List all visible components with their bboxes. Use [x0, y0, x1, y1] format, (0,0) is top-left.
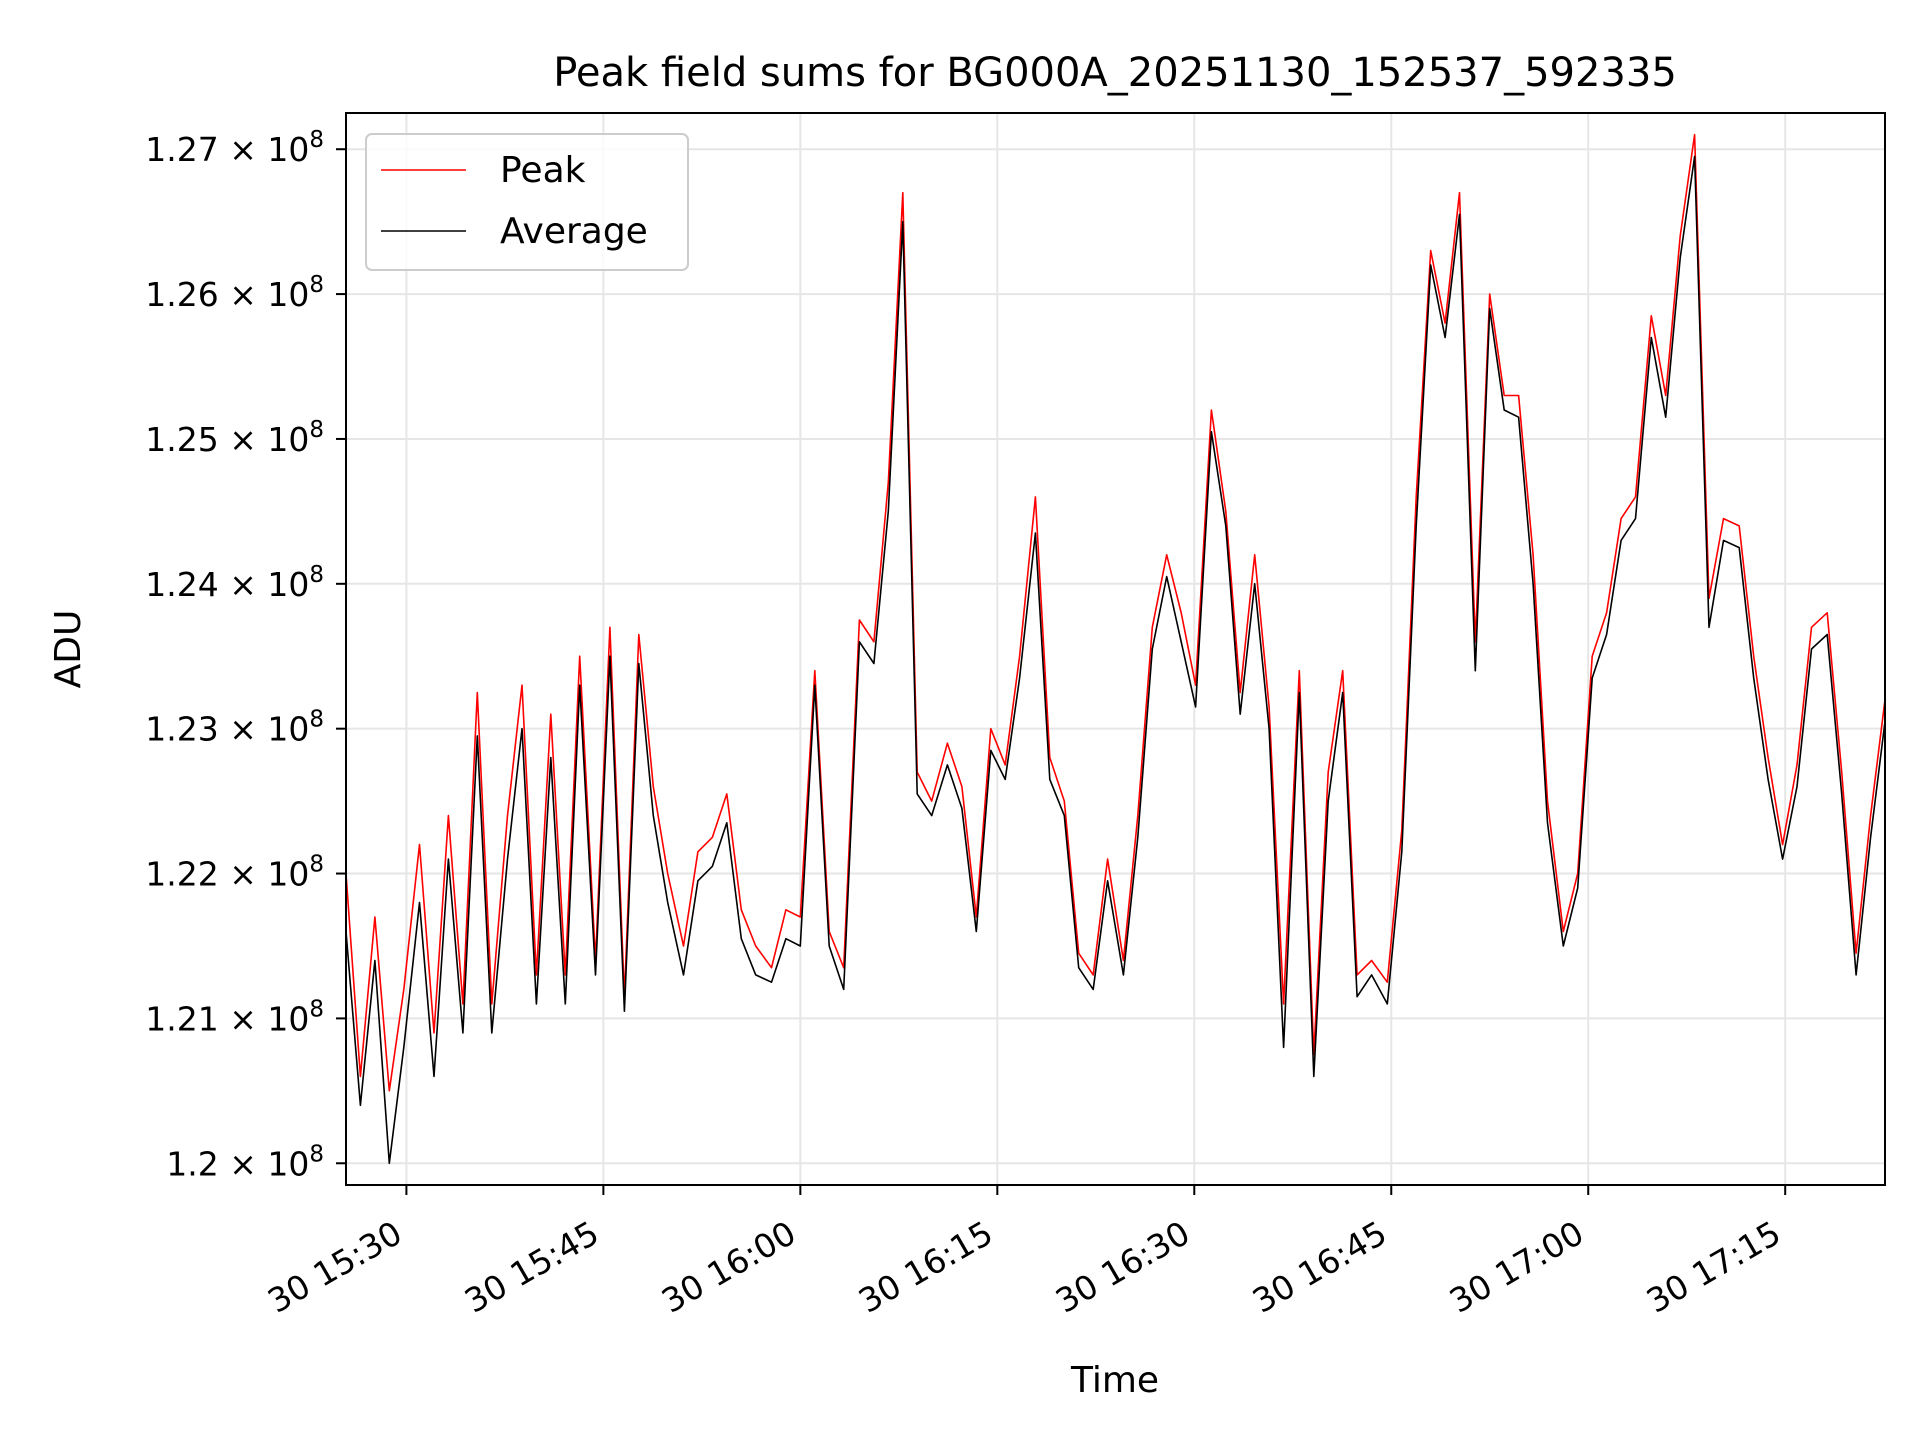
- y-tick-exponent: 8: [309, 272, 324, 298]
- y-tick-times: ×: [219, 130, 257, 169]
- y-tick-times: ×: [219, 999, 257, 1038]
- y-tick-times: ×: [219, 275, 257, 314]
- series-line-average: [346, 155, 1885, 1165]
- y-tick-exponent: 8: [309, 852, 324, 878]
- x-axis-label: Time: [1070, 1360, 1159, 1401]
- y-tick-times: ×: [219, 710, 257, 749]
- series-layer: [346, 133, 1885, 1165]
- y-tick-label: 1.27 × 108: [145, 127, 324, 169]
- y-tick-exponent: 8: [309, 127, 324, 153]
- y-tick-base: 10: [257, 275, 309, 314]
- y-tick-base: 10: [257, 710, 309, 749]
- y-tick-base: 10: [257, 999, 309, 1038]
- y-tick-label: 1.26 × 108: [145, 272, 324, 314]
- y-tick-label: 1.25 × 108: [145, 417, 324, 459]
- y-tick-label: 1.23 × 108: [145, 707, 324, 749]
- y-tick-exponent: 8: [309, 562, 324, 588]
- y-tick-label: 1.2 × 108: [166, 1141, 324, 1183]
- y-tick-mantissa: 1.25: [145, 420, 218, 459]
- y-tick-label: 1.24 × 108: [145, 562, 324, 604]
- y-tick-base: 10: [257, 130, 309, 169]
- plot-frame: [345, 112, 1886, 1186]
- y-tick-mantissa: 1.27: [145, 130, 218, 169]
- y-tick-exponent: 8: [309, 1141, 324, 1167]
- chart-title: Peak field sums for BG000A_20251130_1525…: [553, 50, 1677, 96]
- y-tick-base: 10: [257, 420, 309, 459]
- y-tick-mantissa: 1.26: [145, 275, 218, 314]
- legend: Peak Average: [365, 133, 689, 271]
- y-tick-label: 1.21 × 108: [145, 996, 324, 1038]
- y-tick-exponent: 8: [309, 417, 324, 443]
- y-tick-times: ×: [219, 1144, 257, 1183]
- legend-peak-label: Peak: [500, 150, 586, 191]
- series-line-peak: [346, 133, 1885, 1092]
- y-tick-exponent: 8: [309, 996, 324, 1022]
- y-tick-exponent: 8: [309, 707, 324, 733]
- y-tick-base: 10: [257, 565, 309, 604]
- grid: [346, 113, 1885, 1185]
- legend-box: [365, 133, 689, 271]
- y-axis-label: ADU: [48, 610, 89, 689]
- y-tick-mantissa: 1.2: [166, 1144, 218, 1183]
- y-tick-times: ×: [219, 855, 257, 894]
- y-tick-times: ×: [219, 420, 257, 459]
- y-tick-mantissa: 1.21: [145, 999, 218, 1038]
- y-tick-base: 10: [257, 1144, 309, 1183]
- y-tick-base: 10: [257, 855, 309, 894]
- y-tick-mantissa: 1.22: [145, 855, 218, 894]
- y-tick-times: ×: [219, 565, 257, 604]
- y-tick-mantissa: 1.23: [145, 710, 218, 749]
- y-tick-label: 1.22 × 108: [145, 852, 324, 894]
- legend-average-label: Average: [500, 211, 648, 252]
- y-tick-mantissa: 1.24: [145, 565, 218, 604]
